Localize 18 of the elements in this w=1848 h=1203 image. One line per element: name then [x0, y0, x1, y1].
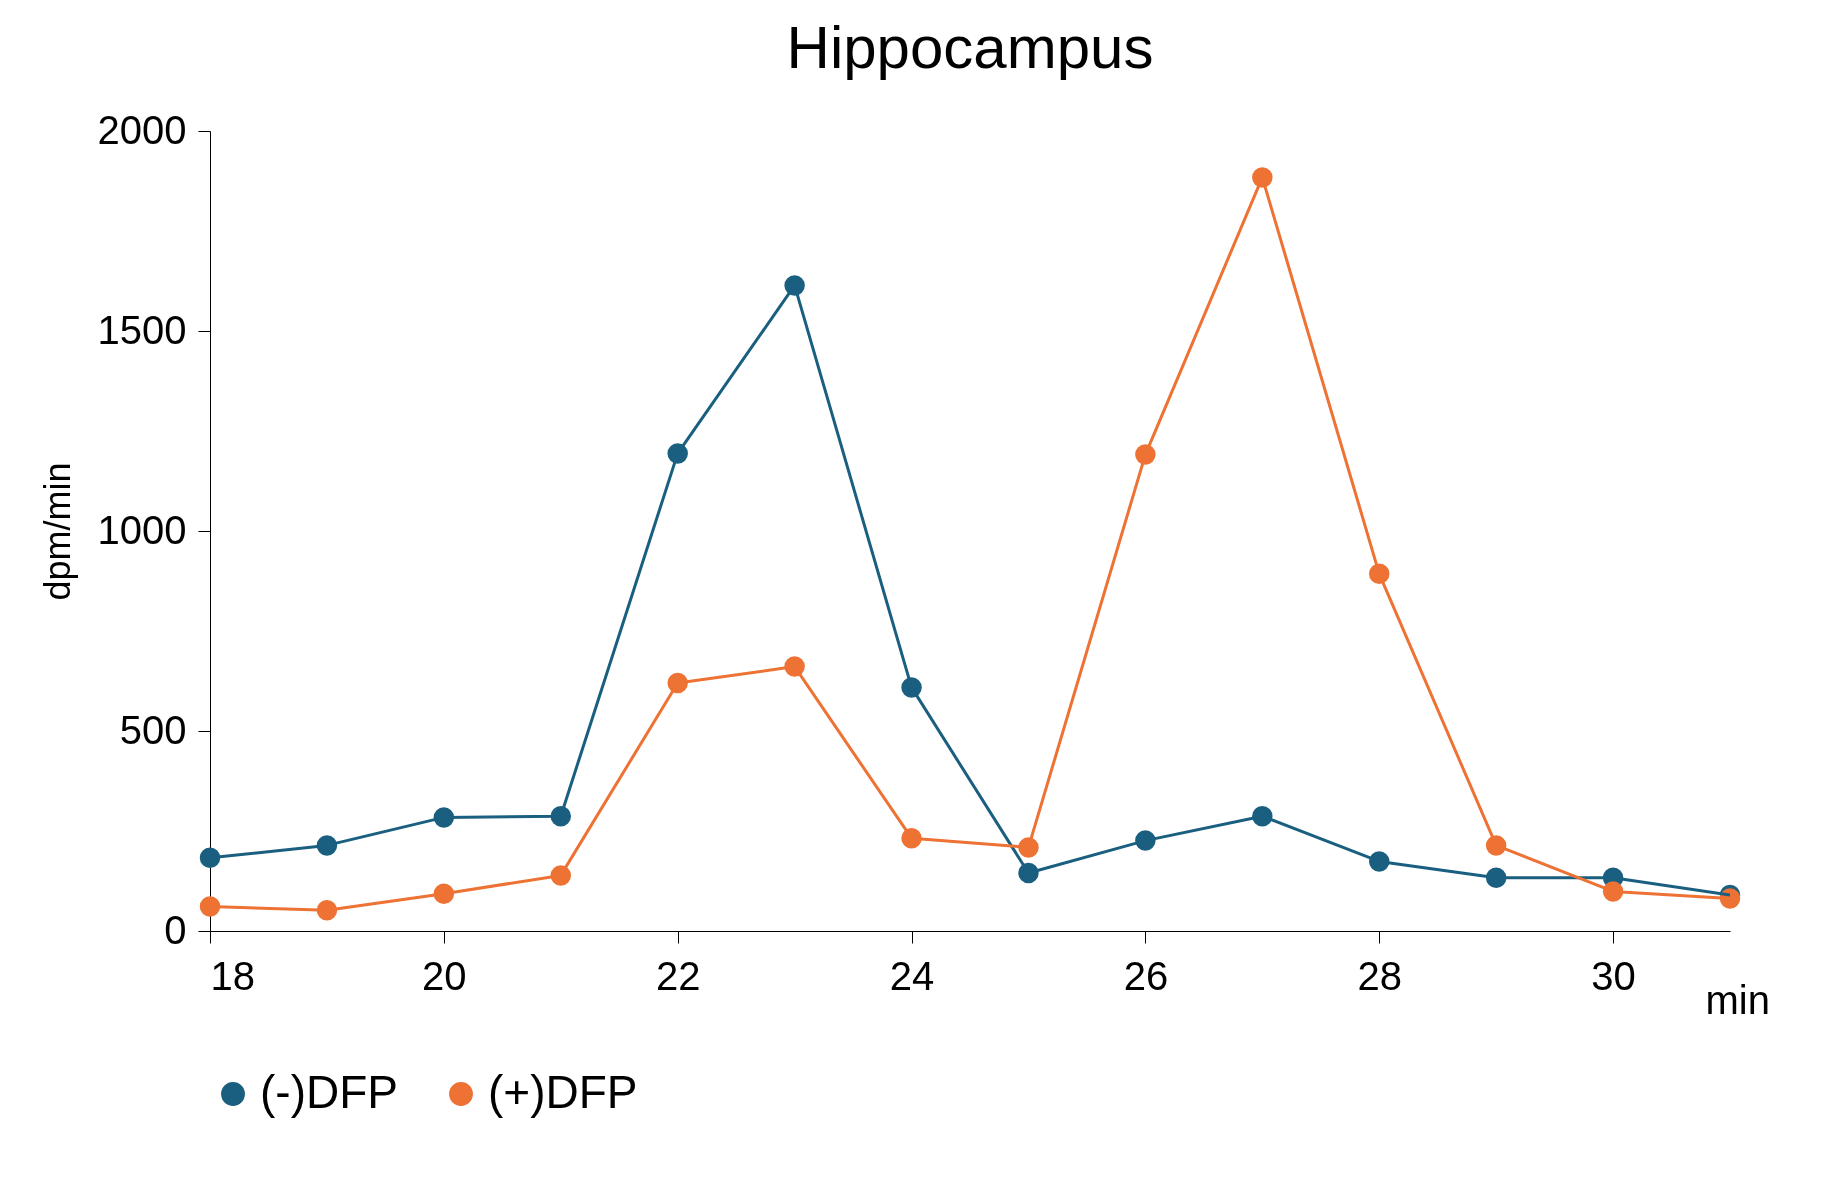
y-axis-title: dpm/min: [36, 462, 78, 601]
x-tick-label: 20: [422, 953, 467, 998]
x-tick-label: 24: [889, 953, 935, 998]
legend-label: (+)DFP: [488, 1066, 638, 1118]
x-tick-label: 28: [1357, 953, 1402, 998]
y-tick-label: 2000: [97, 107, 187, 152]
x-tick-label: 18: [210, 953, 255, 998]
x-tick-label: 26: [1123, 953, 1169, 998]
x-tick-label: 30: [1591, 953, 1636, 998]
y-tick-label: 1500: [97, 307, 187, 352]
x-tick-label: 22: [655, 953, 701, 998]
y-tick-label: 0: [164, 907, 187, 952]
x-axis-title: min: [1705, 977, 1770, 1022]
y-tick-label: 1000: [97, 507, 187, 552]
legend-label: (-)DFP: [260, 1066, 398, 1118]
chart-title: Hippocampus: [786, 14, 1154, 81]
point: [199, 847, 221, 869]
y-tick-label: 500: [119, 707, 187, 752]
